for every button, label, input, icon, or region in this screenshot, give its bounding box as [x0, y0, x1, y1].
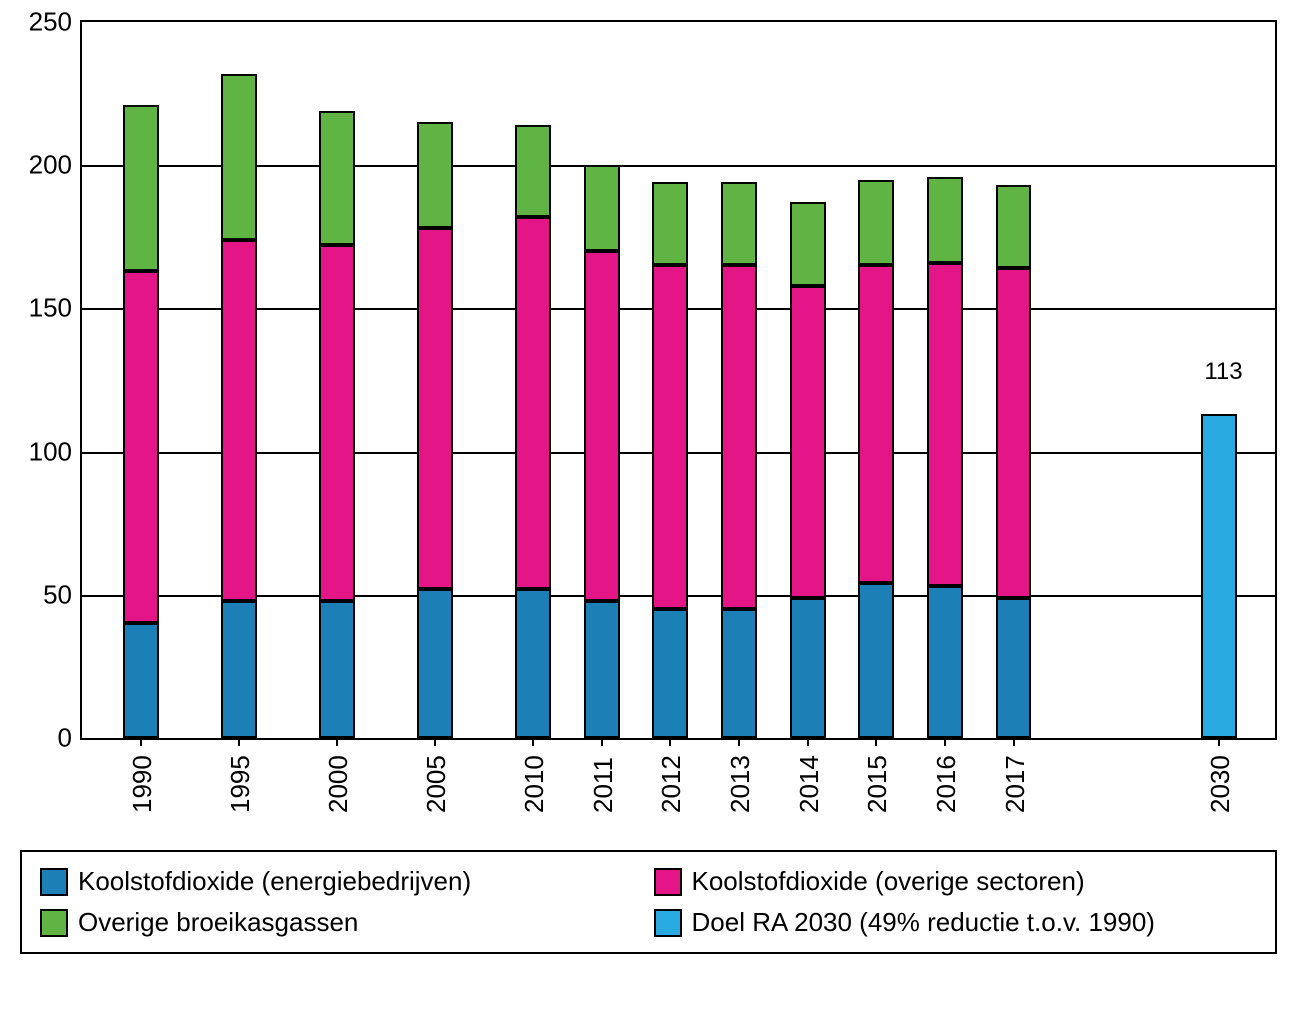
bar-segment-other_co2: [721, 265, 757, 609]
x-tick-mark: [738, 738, 740, 746]
y-tick-label: 50: [22, 579, 72, 610]
x-tick-mark: [140, 738, 142, 746]
bar-segment-other_co2: [584, 251, 620, 600]
bar-value-label: 113: [1183, 358, 1263, 386]
bar-segment-other_ghg: [927, 177, 963, 263]
x-tick-mark: [1013, 738, 1015, 746]
legend-swatch: [654, 868, 682, 896]
x-tick-mark: [336, 738, 338, 746]
legend-item-other_co2: Koolstofdioxide (overige sectoren): [654, 866, 1258, 897]
legend-label: Doel RA 2030 (49% reductie t.o.v. 1990): [692, 907, 1155, 938]
bar-segment-other_co2: [123, 271, 159, 623]
bar-segment-energy: [123, 623, 159, 738]
bar-segment-other_co2: [927, 263, 963, 587]
x-tick-mark: [1218, 738, 1220, 746]
x-tick-mark: [601, 738, 603, 746]
bar-segment-other_co2: [221, 240, 257, 601]
bar-segment-energy: [515, 589, 551, 738]
bar-segment-other_ghg: [417, 122, 453, 228]
bar-segment-other_co2: [319, 245, 355, 600]
y-tick-label: 150: [22, 293, 72, 324]
bar-segment-other_ghg: [319, 111, 355, 246]
bar-segment-other_co2: [858, 265, 894, 583]
x-tick-label: 2005: [421, 755, 452, 813]
x-tick-mark: [944, 738, 946, 746]
bar-segment-energy: [858, 583, 894, 738]
plot-area: 0501001502002501990199520002005201020112…: [80, 20, 1277, 740]
bar-segment-other_ghg: [515, 125, 551, 217]
x-tick-label: 2010: [519, 755, 550, 813]
bar-segment-energy: [652, 609, 688, 738]
legend-item-target: Doel RA 2030 (49% reductie t.o.v. 1990): [654, 907, 1258, 938]
legend-label: Overige broeikasgassen: [78, 907, 358, 938]
x-tick-label: 2013: [725, 755, 756, 813]
bar-segment-other_ghg: [858, 180, 894, 266]
x-tick-label: 2012: [656, 755, 687, 813]
x-tick-mark: [434, 738, 436, 746]
emissions-chart: 0501001502002501990199520002005201020112…: [20, 20, 1277, 954]
x-tick-mark: [669, 738, 671, 746]
bar-segment-other_ghg: [221, 74, 257, 240]
x-tick-label: 2011: [588, 757, 619, 813]
bar-segment-energy: [319, 601, 355, 738]
legend-swatch: [40, 868, 68, 896]
legend-label: Koolstofdioxide (energiebedrijven): [78, 866, 471, 897]
bar-segment-other_co2: [790, 286, 826, 598]
bar-segment-other_ghg: [584, 165, 620, 251]
bar-segment-energy: [584, 601, 620, 738]
x-tick-mark: [807, 738, 809, 746]
y-tick-label: 200: [22, 150, 72, 181]
bar-segment-other_ghg: [652, 182, 688, 265]
y-tick-label: 250: [22, 7, 72, 38]
bar-segment-energy: [927, 586, 963, 738]
gridline: [82, 165, 1275, 167]
bar-segment-other_co2: [417, 228, 453, 589]
bar-segment-other_ghg: [721, 182, 757, 265]
x-tick-mark: [238, 738, 240, 746]
bar-segment-other_co2: [515, 217, 551, 589]
legend-item-energy: Koolstofdioxide (energiebedrijven): [40, 866, 644, 897]
x-tick-label: 1990: [127, 755, 158, 813]
bar-segment-energy: [417, 589, 453, 738]
bar-segment-target: [1201, 414, 1237, 738]
bar-segment-energy: [221, 601, 257, 738]
bar-segment-other_ghg: [996, 185, 1032, 268]
bar-segment-other_ghg: [790, 202, 826, 285]
legend: Koolstofdioxide (energiebedrijven) Koolst…: [20, 850, 1277, 954]
x-tick-label: 2016: [931, 755, 962, 813]
y-tick-label: 100: [22, 436, 72, 467]
x-tick-mark: [875, 738, 877, 746]
x-tick-label: 1995: [225, 755, 256, 813]
x-tick-mark: [532, 738, 534, 746]
bar-segment-energy: [721, 609, 757, 738]
x-tick-label: 2014: [794, 755, 825, 813]
legend-label: Koolstofdioxide (overige sectoren): [692, 866, 1085, 897]
legend-swatch: [40, 909, 68, 937]
legend-item-other_ghg: Overige broeikasgassen: [40, 907, 644, 938]
x-tick-label: 2000: [323, 755, 354, 813]
x-tick-label: 2030: [1205, 755, 1236, 813]
legend-swatch: [654, 909, 682, 937]
x-tick-label: 2015: [862, 755, 893, 813]
bar-segment-energy: [790, 598, 826, 738]
bar-segment-other_ghg: [123, 105, 159, 271]
x-tick-label: 2017: [1000, 755, 1031, 813]
bar-segment-other_co2: [996, 268, 1032, 597]
bar-segment-energy: [996, 598, 1032, 738]
y-tick-label: 0: [22, 723, 72, 754]
bar-segment-other_co2: [652, 265, 688, 609]
